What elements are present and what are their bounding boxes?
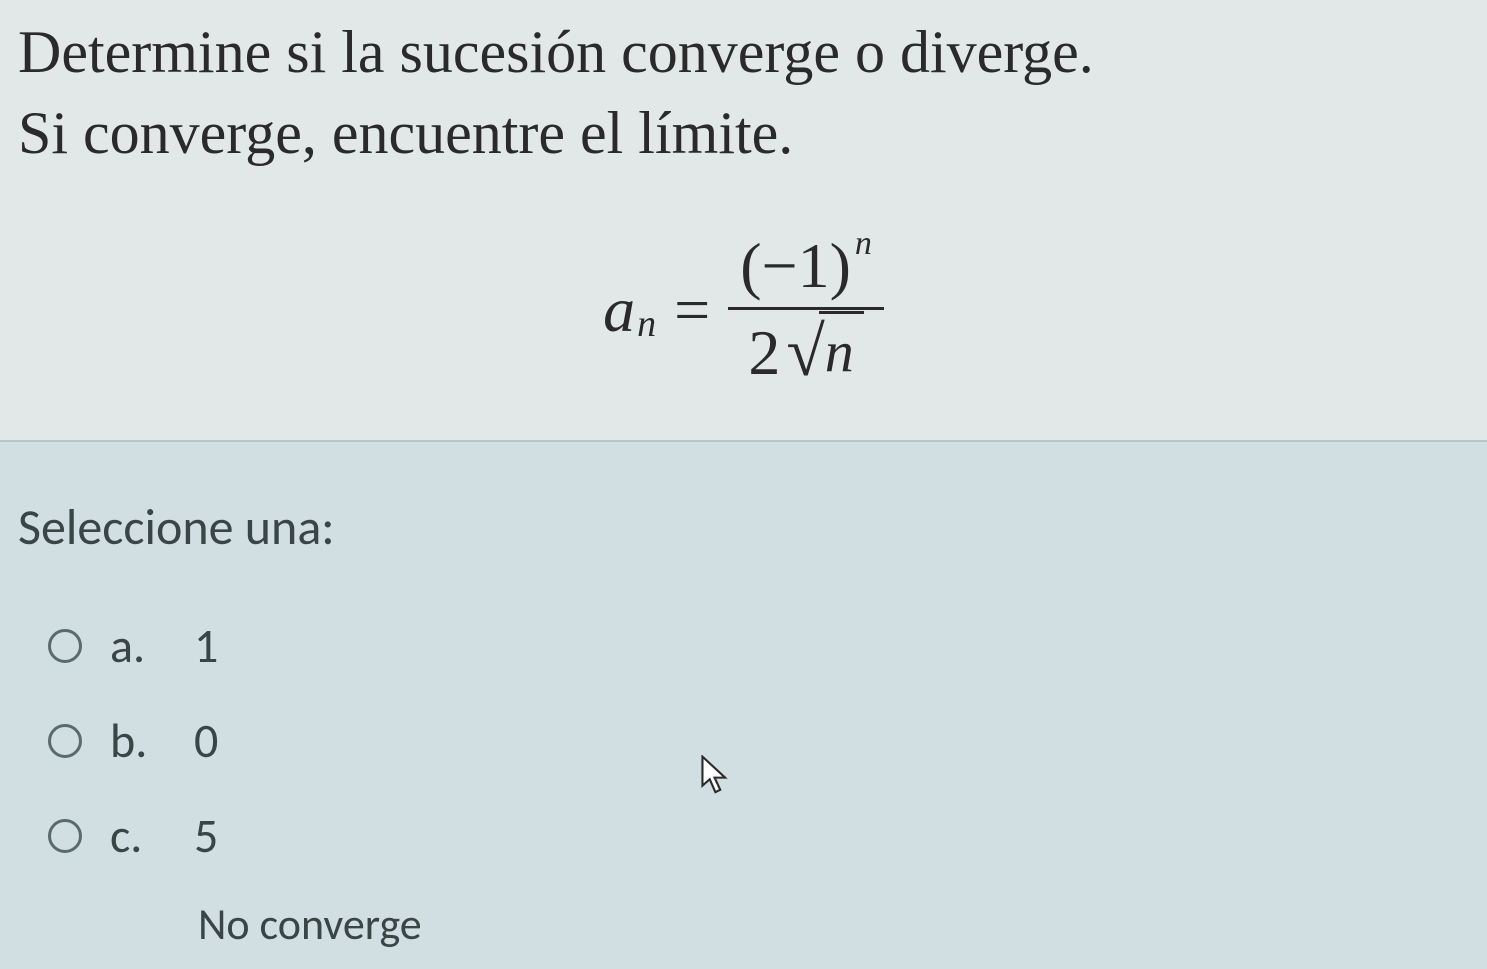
formula-fraction: (−1) n 2 √ n <box>728 229 884 390</box>
option-a[interactable]: a. 1 <box>18 598 1469 693</box>
option-letter-c: c. <box>110 806 154 865</box>
option-c[interactable]: c. 5 <box>18 788 1469 883</box>
formula-subscript: n <box>637 302 656 346</box>
select-prompt: Seleccione una: <box>18 497 1469 558</box>
question-line2: Si converge, encuentre el límite. <box>18 100 793 166</box>
partial-option-text: No converge <box>18 883 1469 951</box>
cursor-icon <box>700 755 734 797</box>
formula-container: a n = (−1) n 2 √ n <box>18 229 1469 390</box>
numerator-exponent: n <box>855 225 872 263</box>
option-b[interactable]: b. 0 <box>18 693 1469 788</box>
answer-section: Seleccione una: a. 1 b. 0 c. 5 No conver… <box>0 442 1487 951</box>
option-value-b: 0 <box>194 711 218 770</box>
option-value-a: 1 <box>194 616 218 675</box>
question-line1: Determine si la sucesión converge o dive… <box>18 19 1094 85</box>
radio-c[interactable] <box>48 819 82 853</box>
fraction-numerator: (−1) n <box>728 229 884 310</box>
formula-equals: = <box>674 273 710 347</box>
numerator-base: (−1) <box>740 229 851 303</box>
option-value-c: 5 <box>194 806 218 865</box>
formula-variable: a <box>603 273 635 347</box>
question-text: Determine si la sucesión converge o dive… <box>18 12 1469 174</box>
radio-b[interactable] <box>48 724 82 758</box>
formula: a n = (−1) n 2 √ n <box>603 229 884 390</box>
denominator-coefficient: 2 <box>748 316 780 390</box>
sqrt-container: √ n <box>786 321 863 385</box>
question-container: Determine si la sucesión converge o dive… <box>0 0 1487 442</box>
option-letter-b: b. <box>110 711 154 770</box>
option-letter-a: a. <box>110 616 154 675</box>
radio-a[interactable] <box>48 629 82 663</box>
fraction-denominator: 2 √ n <box>748 310 863 390</box>
sqrt-content: n <box>819 311 864 385</box>
